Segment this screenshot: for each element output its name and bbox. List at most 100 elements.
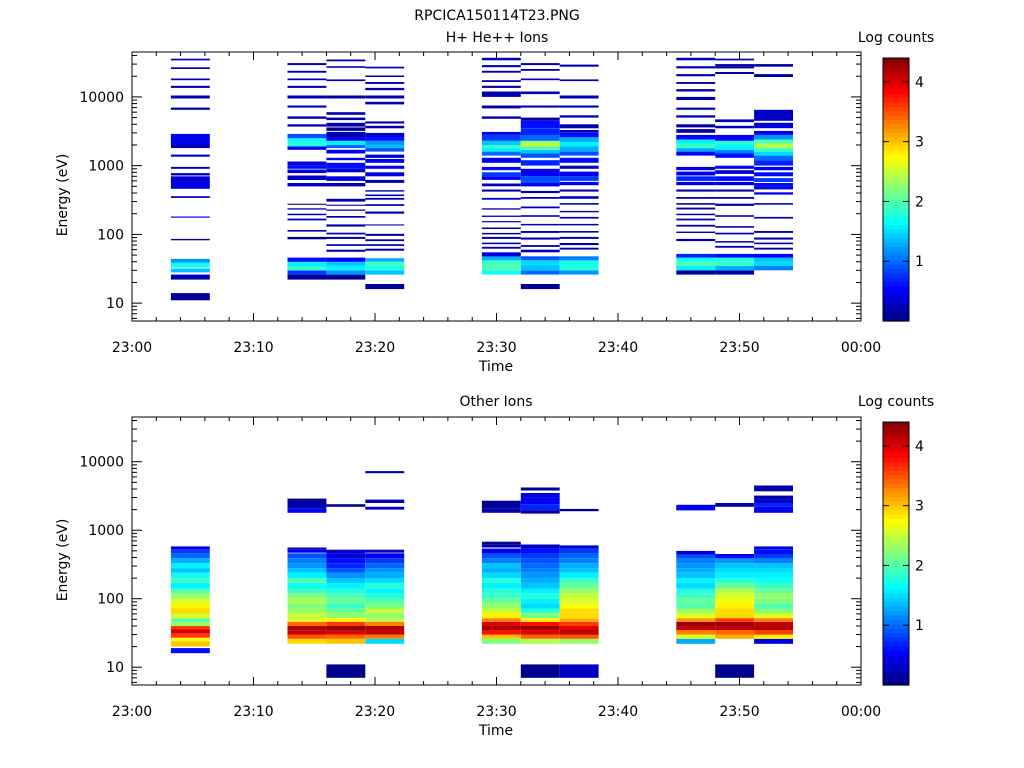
panel-h-ions-cell-3-21 <box>365 145 405 149</box>
panel-h-ions-cell-5-21 <box>520 143 560 147</box>
panel-other-ions-cell-9-9 <box>754 598 793 604</box>
panel-other-ions-cell-7-13 <box>676 578 716 583</box>
panel-other-ions-cell-1-5 <box>287 618 327 622</box>
panel-h-ions-cell-1-20 <box>287 124 327 127</box>
panel-other-ions-cell-5-3 <box>520 630 560 635</box>
panel-h-ions-cell-9-23 <box>754 130 793 135</box>
panel-h-ions-cell-5-19 <box>520 149 560 154</box>
panel-other-ions-cell-0-9 <box>170 608 210 614</box>
panel-other-ions-cell-9-15 <box>754 568 793 573</box>
panel-h-ions-cell-9-11 <box>754 186 793 190</box>
panel-h-ions-cell-9-17 <box>754 155 793 161</box>
panel-other-ions-colorbar-swatch <box>883 663 909 669</box>
panel-h-ions-cell-0-1 <box>170 274 210 280</box>
panel-h-ions-cell-9-24 <box>754 122 793 129</box>
panel-h-ions-colorbar-swatch <box>883 132 909 138</box>
panel-other-ions-cell-1-22 <box>287 503 327 509</box>
panel-other-ions-xtick-label: 23:00 <box>112 704 152 720</box>
panel-other-ions-colorbar-swatch <box>883 426 909 432</box>
panel-other-ions-cell-5-18 <box>520 558 560 564</box>
panel-other-ions-cell-3-5 <box>365 618 405 622</box>
panel-h-ions-cell-4-32 <box>481 65 521 68</box>
panel-other-ions-cell-8-7 <box>715 608 755 613</box>
panel-other-ions-colorbar-swatch <box>883 649 909 655</box>
panel-h-ions-cell-8-0 <box>715 270 755 275</box>
panel-other-ions-cell-2-14 <box>326 578 366 583</box>
panel-other-ions-cell-4-16 <box>481 563 521 569</box>
panel-h-ions-colorbar-swatch <box>883 84 909 90</box>
panel-other-ions-cell-7-14 <box>676 572 716 579</box>
panel-h-ions-cell-1-3 <box>287 261 327 267</box>
panel-h-ions-cell-5-22 <box>520 140 560 144</box>
panel-other-ions-cell-4-21 <box>481 541 521 545</box>
panel-other-ions-cell-0-17 <box>170 568 210 573</box>
panel-other-ions-cell-4-22 <box>481 508 521 513</box>
panel-h-ions-cell-7-10 <box>676 207 716 210</box>
panel-h-ions-cell-8-22 <box>715 125 755 129</box>
panel-h-ions-cell-8-12 <box>715 189 755 192</box>
panel-other-ions-cell-9-8 <box>754 603 793 609</box>
panel-h-ions-cell-6-29 <box>559 79 599 82</box>
panel-other-ions-cell-0-20 <box>170 553 210 559</box>
panel-h-ions-cell-0-6 <box>170 216 210 218</box>
panel-other-ions-cell-9-18 <box>754 554 793 559</box>
panel-h-ions-colorbar-label: Log counts <box>858 30 934 46</box>
panel-h-ions-cell-1-9 <box>287 208 327 210</box>
panel-other-ions-colorbar-swatch <box>883 632 909 638</box>
panel-h-ions-cell-6-25 <box>559 124 599 129</box>
panel-h-ions-xtick-label: 23:30 <box>476 340 516 356</box>
panel-h-ions-cell-7-13 <box>676 189 716 192</box>
panel-h-ions-cell-2-22 <box>326 137 366 141</box>
panel-other-ions-colorbar-label: Log counts <box>858 394 934 410</box>
panel-h-ions-cell-3-5 <box>365 248 405 251</box>
panel-h-ions-cell-5-7 <box>520 237 560 240</box>
panel-other-ions-cell-5-15 <box>520 572 560 579</box>
panel-h-ions-cell-2-15 <box>326 176 366 181</box>
panel-h-ions-cell-2-28 <box>326 95 366 99</box>
panel-other-ions-cell-1-9 <box>287 598 327 604</box>
panel-h-ions-cell-4-23 <box>481 140 521 145</box>
panel-h-ions-colorbar-swatch <box>883 128 909 134</box>
panel-h-ions-cell-8-2 <box>715 261 755 266</box>
panel-h-ions-cell-2-3 <box>326 261 366 266</box>
panel-h-ions-cell-1-14 <box>287 165 327 169</box>
panel-h-ions-cell-4-33 <box>481 57 521 61</box>
panel-other-ions-cell-9-11 <box>754 588 793 594</box>
panel-h-ions-cell-9-21 <box>754 139 793 144</box>
panel-h-ions-xtick-label: 23:20 <box>355 340 395 356</box>
panel-other-ions-cell-2-1 <box>326 638 366 644</box>
panel-other-ions-colorbar-swatch <box>883 619 909 625</box>
panel-other-ions-cell-5-10 <box>520 598 560 604</box>
panel-other-ions-cell-6-15 <box>559 572 599 579</box>
panel-other-ions-cell-1-15 <box>287 568 327 573</box>
panel-other-ions-cell-9-25 <box>754 485 793 492</box>
panel-h-ions-cell-2-4 <box>326 257 366 262</box>
panel-h-ions-cell-3-25 <box>365 125 405 129</box>
panel-other-ions-colorbar-swatch <box>883 470 909 476</box>
panel-h-ions-cell-2-2 <box>326 265 366 271</box>
panel-h-ions-cell-2-8 <box>326 232 366 235</box>
panel-other-ions-xtick-label: 00:00 <box>841 704 881 720</box>
panel-h-ions-cell-3-10 <box>365 211 405 214</box>
panel-h-ions-ylabel: Energy (eV) <box>55 154 71 237</box>
panel-h-ions-cell-3-4 <box>365 258 405 262</box>
panel-h-ions-cell-5-15 <box>520 176 560 183</box>
panel-h-ions-cell-4-26 <box>481 116 521 119</box>
panel-h-ions-cell-7-23 <box>676 129 716 133</box>
panel-h-ions-cell-6-14 <box>559 181 599 186</box>
panel-other-ions-cell-1-4 <box>287 621 327 626</box>
panel-h-ions-ytick-label: 100 <box>97 227 124 243</box>
panel-other-ions-cell-2-0 <box>326 664 366 678</box>
panel-h-ions-xtick-label: 23:40 <box>598 340 638 356</box>
panel-h-ions-colorbar-swatch <box>883 255 909 261</box>
panel-h-ions-cell-5-0 <box>520 284 560 290</box>
panel-h-ions-cell-8-19 <box>715 145 755 150</box>
panel-h-ions-cell-4-14 <box>481 189 521 192</box>
panel-h-ions-cell-1-8 <box>287 213 327 216</box>
panel-other-ions-cell-7-3 <box>676 626 716 630</box>
panel-other-ions-cell-1-20 <box>287 547 327 550</box>
panel-other-ions-title: Other Ions <box>459 394 532 410</box>
panel-h-ions-cell-9-26 <box>754 74 793 77</box>
panel-other-ions-colorbar-swatch <box>883 452 909 458</box>
panel-h-ions-ytick-label: 10000 <box>79 90 124 106</box>
